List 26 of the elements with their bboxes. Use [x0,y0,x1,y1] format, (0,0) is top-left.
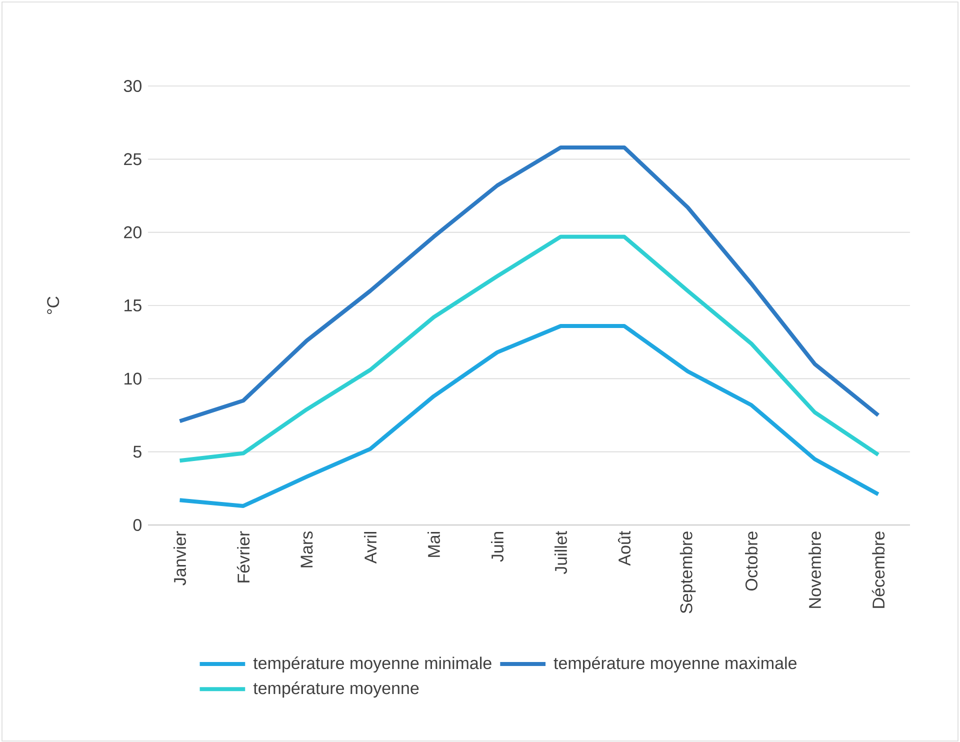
x-tick-label: Juin [491,532,504,562]
y-tick-label: 15 [124,300,142,312]
x-tick-label: Avril [364,532,376,564]
legend-label: température moyenne maximale [554,656,796,673]
x-tick-label: Août [618,531,631,566]
y-axis-title: °C [47,296,60,314]
line-series [178,234,880,463]
y-tick-label: 5 [133,446,142,458]
y-tick-label: 20 [124,226,142,238]
x-tick-label: Février [236,531,250,582]
x-tick-label: Juillet [554,531,568,574]
x-tick-label: Septembre [680,532,696,614]
legend-label: température moyenne [253,682,419,698]
y-tick-label: 10 [124,372,142,385]
line-series [178,145,880,424]
x-tick-label: Décembre [872,532,885,608]
x-tick-label: Janvier [174,531,186,586]
x-tick-label: Octobre [745,532,758,591]
x-tick-label: Mai [428,532,440,557]
y-tick-label: 25 [124,153,142,166]
y-tick-label: 30 [124,80,142,92]
x-tick-label: Novembre [808,532,822,608]
line-series [178,324,880,508]
x-tick-label: Mars [300,531,313,568]
y-tick-label: 0 [133,518,142,532]
legend-label: température moyenne minimale [253,656,492,673]
